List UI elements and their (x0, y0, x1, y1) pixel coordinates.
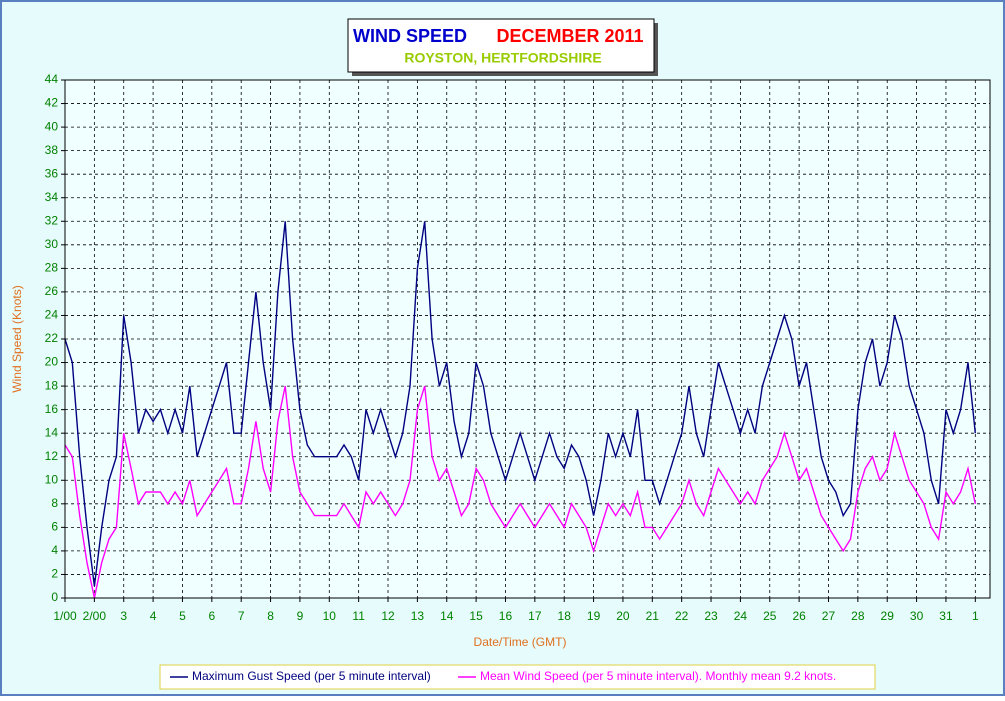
y-axis-label: Wind Speed (Knots) (10, 285, 24, 392)
x-tick-label: 1 (972, 609, 979, 623)
y-tick-label: 6 (51, 520, 58, 534)
x-tick-label: 7 (238, 609, 245, 623)
y-tick-label: 30 (45, 237, 59, 251)
y-tick-label: 18 (45, 378, 59, 392)
subtitle: ROYSTON, HERTFORDSHIRE (404, 50, 601, 66)
series-line (64, 221, 976, 587)
y-tick-label: 0 (51, 590, 58, 604)
x-tick-label: 1/00 (53, 609, 77, 623)
chart-title-period: DECEMBER 2011 (496, 26, 643, 46)
y-tick-label: 10 (45, 472, 59, 486)
x-axis-label: Date/Time (GMT) (474, 635, 567, 649)
legend (159, 664, 876, 690)
y-tick-label: 36 (45, 166, 59, 180)
y-tick-label: 12 (45, 449, 59, 463)
x-tick-label: 14 (440, 609, 454, 623)
x-tick-label: 3 (120, 609, 127, 623)
x-tick-label: 12 (381, 609, 395, 623)
y-tick-label: 14 (45, 425, 59, 439)
x-tick-label: 24 (734, 609, 748, 623)
x-tick-label: 4 (150, 609, 157, 623)
x-tick-label: 10 (323, 609, 337, 623)
x-tick-label: 21 (646, 609, 660, 623)
y-tick-label: 38 (45, 143, 59, 157)
x-tick-label: 26 (792, 609, 806, 623)
legend-items: Maximum Gust Speed (per 5 minute interva… (170, 669, 836, 683)
y-tick-label: 22 (45, 331, 59, 345)
x-tick-label: 17 (528, 609, 542, 623)
x-tick-label: 28 (851, 609, 865, 623)
x-tick-label: 18 (558, 609, 572, 623)
y-tick-label: 44 (45, 72, 59, 86)
y-tick-label: 40 (45, 119, 59, 133)
x-tick-label: 30 (910, 609, 924, 623)
lines (64, 221, 976, 599)
y-tick-label: 24 (45, 308, 59, 322)
series-line (64, 385, 976, 599)
y-tick-label: 34 (45, 190, 59, 204)
y-tick-label: 8 (51, 496, 58, 510)
y-tick-label: 4 (51, 543, 58, 557)
x-tick-label: 22 (675, 609, 689, 623)
chart-title: WIND SPEED (353, 26, 467, 46)
legend-label: Mean Wind Speed (per 5 minute interval).… (480, 669, 836, 683)
y-tick-label: 32 (45, 213, 59, 227)
x-tick-label: 2/00 (83, 609, 107, 623)
y-tick-label: 26 (45, 284, 59, 298)
x-tick-label: 25 (763, 609, 777, 623)
y-tick-label: 16 (45, 402, 59, 416)
x-tick-label: 15 (469, 609, 483, 623)
x-tick-label: 6 (208, 609, 215, 623)
y-tick-label: 42 (45, 96, 59, 110)
legend-label: Maximum Gust Speed (per 5 minute interva… (192, 669, 431, 683)
x-tick-label: 27 (822, 609, 836, 623)
y-tick-label: 2 (51, 567, 58, 581)
plot-frame (64, 79, 991, 599)
x-tick-label: 13 (411, 609, 425, 623)
y-tick-label: 28 (45, 261, 59, 275)
y-tick-label: 20 (45, 355, 59, 369)
x-tick-label: 23 (704, 609, 718, 623)
title-box (347, 18, 655, 73)
x-tick-label: 16 (499, 609, 513, 623)
x-tick-label: 8 (267, 609, 274, 623)
x-tick-label: 20 (616, 609, 630, 623)
x-tick-label: 5 (179, 609, 186, 623)
x-tick-label: 31 (939, 609, 953, 623)
x-tick-label: 9 (297, 609, 304, 623)
x-tick-label: 29 (881, 609, 895, 623)
x-tick-label: 19 (587, 609, 601, 623)
x-tick-label: 11 (352, 609, 365, 623)
